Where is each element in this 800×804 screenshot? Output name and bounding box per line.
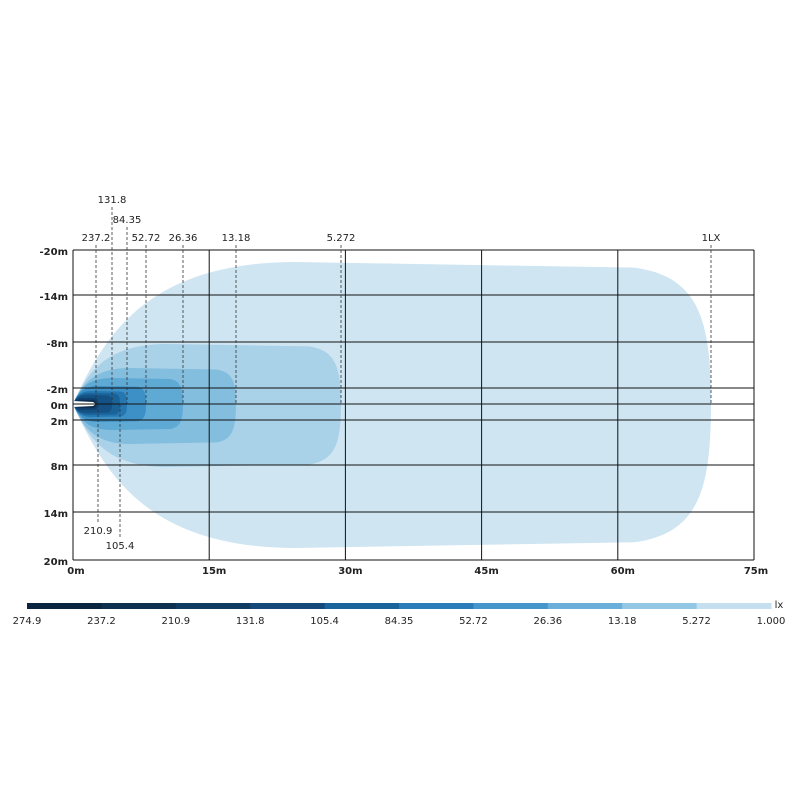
level-label: 105.4 [106, 541, 135, 552]
y-tick-label: -14m [40, 292, 69, 303]
colorbar-segment [27, 603, 102, 609]
colorbar-segment [473, 603, 549, 609]
colorbar-label: 13.18 [608, 616, 637, 627]
colorbar-label: 105.4 [310, 616, 339, 627]
colorbar-segment [101, 603, 177, 609]
colorbar-segment [175, 603, 251, 609]
colorbar-label: 274.9 [13, 616, 42, 627]
y-tick-label: 8m [51, 462, 68, 473]
y-tick-label: 2m [51, 417, 68, 428]
level-label: 237.2 [82, 233, 111, 244]
y-tick-label: -2m [46, 385, 68, 396]
y-tick-label: 20m [44, 557, 68, 568]
x-tick-label: 30m [338, 566, 362, 577]
colorbar-segment [324, 603, 400, 609]
x-tick-label: 15m [202, 566, 226, 577]
y-tick-label: 14m [44, 509, 68, 520]
level-label: 13.18 [222, 233, 251, 244]
y-tick-label: -20m [40, 247, 69, 258]
colorbar-label: 26.36 [533, 616, 562, 627]
level-label: 1LX [702, 233, 721, 244]
colorbar-segment [622, 603, 698, 609]
colorbar-segment [547, 603, 623, 609]
colorbar-segment [250, 603, 326, 609]
colorbar-label: 84.35 [385, 616, 414, 627]
x-tick-label: 0m [67, 566, 84, 577]
colorbar-unit: lx [775, 600, 784, 611]
y-tick-label: 0m [51, 401, 68, 412]
colorbar-label: 52.72 [459, 616, 488, 627]
colorbar-label: 5.272 [682, 616, 711, 627]
level-label: 26.36 [169, 233, 198, 244]
level-label: 84.35 [113, 215, 142, 226]
x-tick-label: 45m [474, 566, 498, 577]
level-label: 5.272 [327, 233, 356, 244]
level-label: 210.9 [84, 526, 113, 537]
colorbar-label: 237.2 [87, 616, 116, 627]
colorbar-label: 210.9 [161, 616, 190, 627]
colorbar-segment [696, 603, 772, 609]
colorbar-segment [399, 603, 474, 609]
colorbar-label: 1.000 [757, 616, 786, 627]
x-tick-label: 60m [611, 566, 635, 577]
isolux-contour [73, 262, 711, 548]
level-label: 131.8 [98, 195, 127, 206]
level-label: 52.72 [132, 233, 161, 244]
colorbar-label: 131.8 [236, 616, 265, 627]
x-tick-label: 75m [744, 566, 768, 577]
y-tick-label: -8m [46, 339, 68, 350]
